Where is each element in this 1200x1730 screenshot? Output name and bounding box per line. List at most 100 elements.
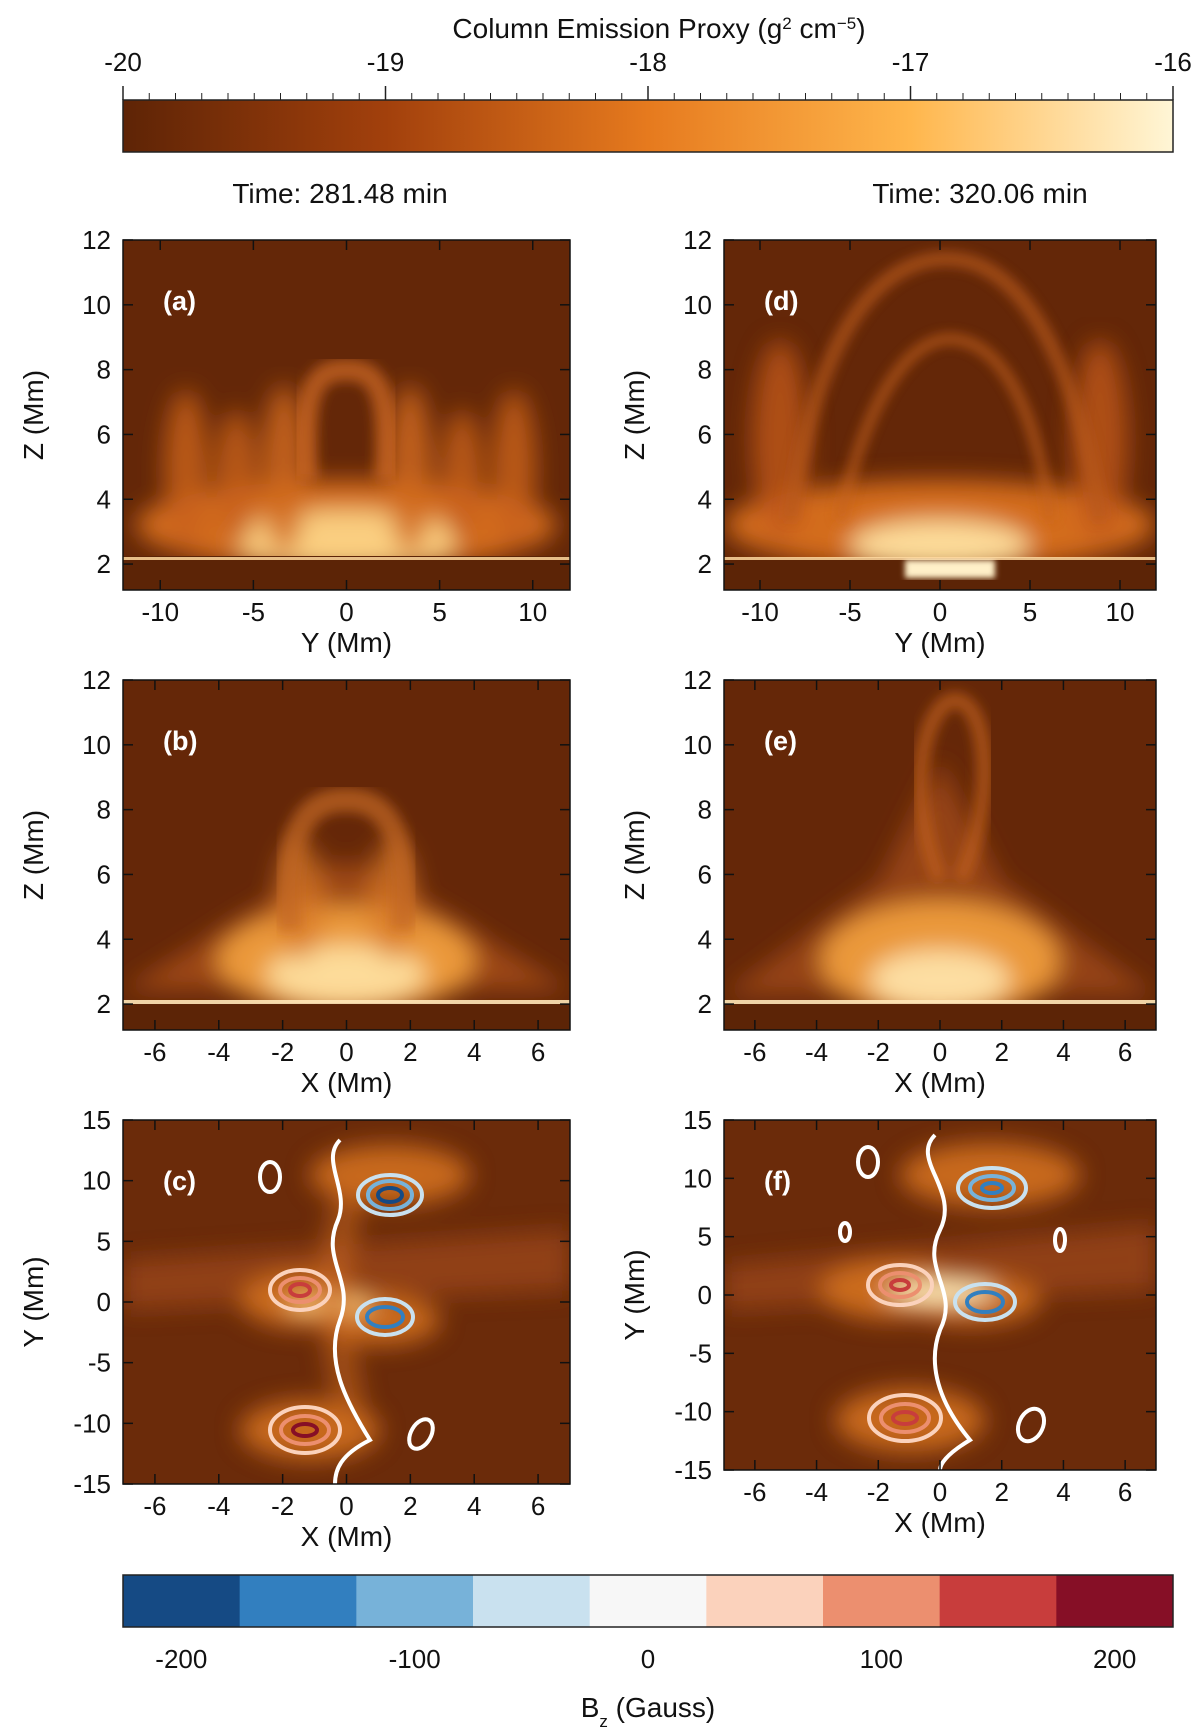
y-tick-label: 10 xyxy=(82,290,111,320)
y-tick-label: 2 xyxy=(698,549,712,579)
y-tick-label: 5 xyxy=(97,1226,111,1256)
x-tick-label: 4 xyxy=(1056,1477,1070,1507)
x-axis-label: Y (Mm) xyxy=(894,627,985,658)
x-tick-label: 0 xyxy=(933,1037,947,1067)
x-tick-label: -6 xyxy=(743,1477,766,1507)
x-tick-label: 4 xyxy=(467,1491,481,1521)
y-tick-label: 12 xyxy=(683,665,712,695)
x-tick-label: 0 xyxy=(339,597,353,627)
y-tick-label: 6 xyxy=(97,419,111,449)
panel-label: (a) xyxy=(163,286,196,316)
x-axis-label: X (Mm) xyxy=(894,1507,986,1538)
y-tick-label: 12 xyxy=(82,665,111,695)
x-tick-label: 5 xyxy=(432,597,446,627)
panel-e-image xyxy=(724,680,1156,1030)
x-tick-label: 2 xyxy=(994,1037,1008,1067)
top-colorbar-tick-label: -18 xyxy=(629,47,667,77)
panel-b-axes: -6 -4 -2 0 2 4 6 2 4 6 8 10 12 X (Mm) Z (Mm) (b) xyxy=(18,665,571,1098)
y-axis-label: Z (Mm) xyxy=(619,810,650,900)
bottom-colorbar-bin xyxy=(356,1575,474,1627)
y-tick-label: 12 xyxy=(683,225,712,255)
bottom-colorbar-tick-label: -200 xyxy=(155,1644,207,1674)
y-tick-label: 0 xyxy=(97,1287,111,1317)
x-tick-label: -4 xyxy=(207,1491,230,1521)
x-axis-label: Y (Mm) xyxy=(301,627,392,658)
top-colorbar-tick-label: -16 xyxy=(1154,47,1192,77)
bottom-colorbar-bin xyxy=(823,1575,941,1627)
bottom-colorbar-title: Bz (Gauss) xyxy=(581,1692,716,1730)
y-tick-label: 10 xyxy=(82,730,111,760)
panel-label: (f) xyxy=(764,1166,791,1196)
bottom-colorbar-bin xyxy=(939,1575,1057,1627)
y-tick-label: -10 xyxy=(674,1397,712,1427)
y-tick-label: 12 xyxy=(82,225,111,255)
y-tick-label: 15 xyxy=(683,1105,712,1135)
panel-f-contours xyxy=(838,1133,1067,1471)
top-colorbar-ticks: -20 -19 -18 -17 -16 xyxy=(104,47,1192,100)
x-tick-label: -6 xyxy=(743,1037,766,1067)
panel-d-axes: -10 -5 0 5 10 2 4 6 8 10 12 Y (Mm) Z (Mm) (d) xyxy=(619,225,1157,658)
bottom-colorbar-frame xyxy=(122,1574,1174,1628)
x-tick-label: -4 xyxy=(207,1037,230,1067)
panel-c-axes: -6 -4 -2 0 2 4 6 -15 -10 -5 0 5 10 15 X (Mm) Y (Mm) (c) xyxy=(18,1105,571,1552)
x-axis-label: X (Mm) xyxy=(894,1067,986,1098)
y-tick-label: 8 xyxy=(97,795,111,825)
x-tick-label: 10 xyxy=(518,597,547,627)
bottom-colorbar-bin xyxy=(239,1575,357,1627)
y-tick-label: 6 xyxy=(698,859,712,889)
x-tick-label: 10 xyxy=(1106,597,1135,627)
y-tick-label: 6 xyxy=(698,419,712,449)
bottom-colorbar-bin xyxy=(473,1575,591,1627)
x-tick-label: -4 xyxy=(805,1477,828,1507)
panel-label: (d) xyxy=(764,286,798,316)
top-colorbar-tick-label: -17 xyxy=(892,47,930,77)
x-tick-label: 6 xyxy=(1118,1037,1132,1067)
panel-a-axes: -10 -5 0 5 10 2 4 6 8 10 12 Y (Mm) Z (Mm) (a) xyxy=(18,225,571,658)
y-tick-label: 8 xyxy=(698,795,712,825)
y-tick-label: -15 xyxy=(674,1455,712,1485)
y-axis-label: Z (Mm) xyxy=(619,370,650,460)
x-tick-label: -2 xyxy=(271,1491,294,1521)
x-tick-label: 4 xyxy=(467,1037,481,1067)
x-tick-label: -6 xyxy=(143,1037,166,1067)
bottom-colorbar-ticks: -200 -100 0 100 200 xyxy=(155,1644,1136,1674)
y-tick-label: 15 xyxy=(82,1105,111,1135)
y-tick-label: 2 xyxy=(97,989,111,1019)
y-tick-label: 0 xyxy=(698,1280,712,1310)
y-tick-label: 8 xyxy=(97,355,111,385)
y-tick-label: 10 xyxy=(683,730,712,760)
y-tick-label: 2 xyxy=(698,989,712,1019)
y-axis-label: Z (Mm) xyxy=(18,810,49,900)
x-tick-label: 0 xyxy=(339,1491,353,1521)
bottom-colorbar-bin xyxy=(589,1575,707,1627)
x-tick-label: 4 xyxy=(1056,1037,1070,1067)
x-tick-label: -10 xyxy=(141,597,179,627)
x-tick-label: -2 xyxy=(271,1037,294,1067)
bottom-colorbar-bin xyxy=(123,1575,241,1627)
panel-label: (c) xyxy=(163,1166,196,1196)
x-tick-label: 6 xyxy=(531,1491,545,1521)
y-axis-label: Y (Mm) xyxy=(619,1249,650,1340)
panel-e-axes: -6 -4 -2 0 2 4 6 2 4 6 8 10 12 X (Mm) Z (Mm) (e) xyxy=(619,665,1157,1098)
panel-d-image xyxy=(724,240,1156,590)
bottom-colorbar-bin xyxy=(706,1575,824,1627)
panel-f-axes: -6 -4 -2 0 2 4 6 -15 -10 -5 0 5 10 15 X (Mm) Y (Mm) (f) xyxy=(619,1105,1157,1538)
y-tick-label: 6 xyxy=(97,859,111,889)
y-tick-label: -5 xyxy=(689,1338,712,1368)
x-tick-label: -5 xyxy=(838,597,861,627)
panel-c-contours xyxy=(258,1138,435,1485)
top-colorbar: Column Emission Proxy (g2 cm−5) -20 -19 -1… xyxy=(104,13,1192,153)
top-colorbar-tick-label: -20 xyxy=(104,47,142,77)
bottom-colorbar-tick-label: 0 xyxy=(641,1644,655,1674)
x-axis-label: X (Mm) xyxy=(301,1067,393,1098)
x-tick-label: 2 xyxy=(994,1477,1008,1507)
panel-f-image xyxy=(724,1120,1156,1471)
x-tick-label: -2 xyxy=(867,1477,890,1507)
top-colorbar-gradient xyxy=(122,99,1174,153)
x-tick-label: 2 xyxy=(403,1037,417,1067)
y-tick-label: 10 xyxy=(82,1166,111,1196)
time-label-left: Time: 281.48 min xyxy=(232,178,447,209)
y-tick-label: 2 xyxy=(97,549,111,579)
x-tick-label: -10 xyxy=(741,597,779,627)
